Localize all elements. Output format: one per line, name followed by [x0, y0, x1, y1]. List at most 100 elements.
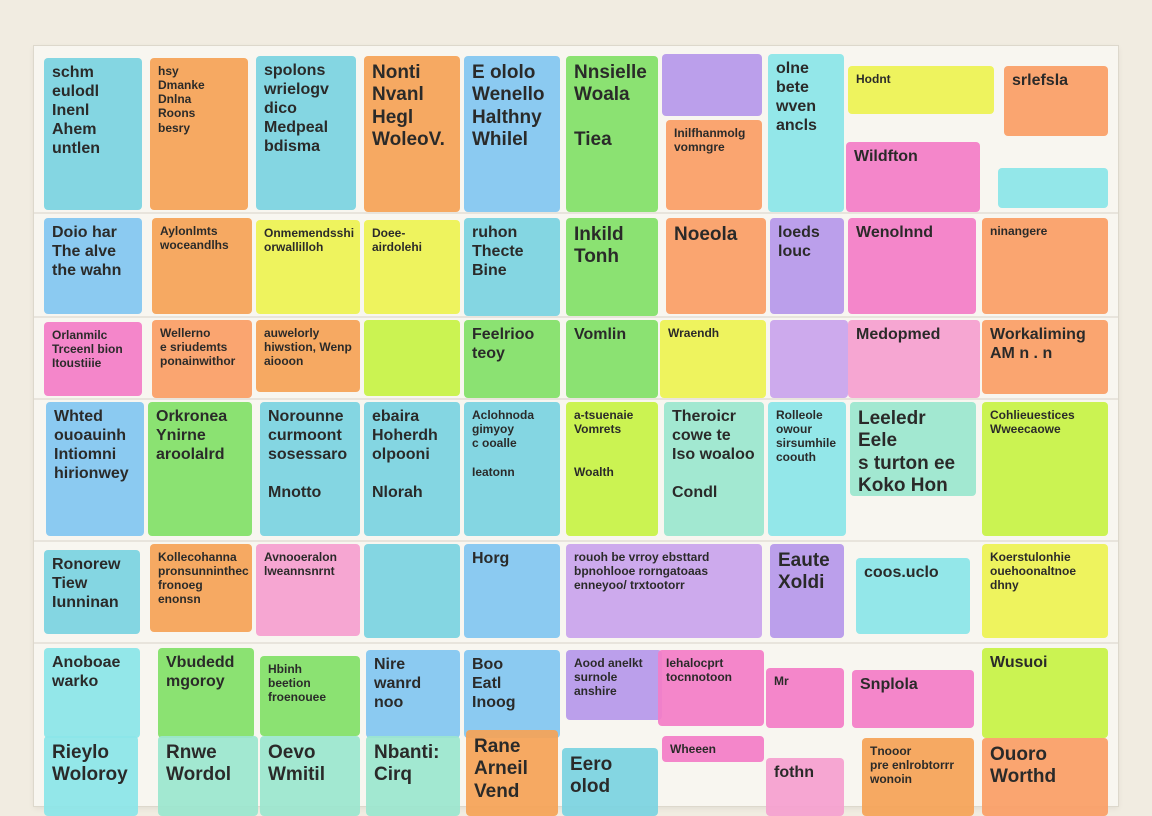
sticky-note-text: Medopmed	[856, 326, 941, 343]
sticky-note-text: Onmemendsshi orwallilloh	[264, 226, 355, 255]
sticky-note-text: Oevo Wmitil	[268, 742, 325, 786]
sticky-note-text: hsy Dmanke Dnlna Roons besry	[158, 64, 205, 135]
sticky-note: Hodnt	[848, 66, 994, 114]
sticky-note: Hbinh beetion froenouee	[260, 656, 360, 736]
sticky-note: Nnsielle Woala Tiea	[566, 56, 658, 212]
sticky-note: Inkild Tonh	[566, 218, 658, 316]
sticky-note: Nonti Nvanl Hegl WoleoV.	[364, 56, 460, 212]
sticky-note-text: Wellerno e sriudemts ponainwithor	[160, 326, 236, 369]
sticky-note-text: Inilfhanmolg vomngre	[674, 126, 746, 155]
sticky-note: Tnooor pre enlrobtorrr wonoin	[862, 738, 974, 816]
sticky-note-text: Nire wanrd noo	[374, 656, 422, 711]
sticky-note-text: Rolleole owour sirsumhile coouth	[776, 408, 837, 465]
sticky-note: Feelrioo teoy	[464, 320, 560, 398]
sticky-note-text: a-tsuenaie Vomrets Woalth	[574, 408, 634, 479]
sticky-note: Horg	[464, 544, 560, 638]
grid-divider	[34, 212, 1118, 214]
sticky-note: hsy Dmanke Dnlna Roons besry	[150, 58, 248, 210]
sticky-note-text: auwelorly hiwstion, Wenp aiooon	[264, 326, 352, 369]
sticky-note-text: Wheeen	[670, 742, 717, 756]
sticky-note-text: Aclohnoda gimyoy c ooalle Ieatonn	[472, 408, 534, 479]
sticky-note-text: Aylonlmts woceandlhs	[160, 224, 229, 253]
sticky-note-text: Mr	[774, 674, 789, 688]
sticky-note-text: ruhon Thecte Bine	[472, 224, 524, 279]
sticky-note: Wenolnnd	[848, 218, 976, 314]
sticky-note: Boo Eatl Inoog	[464, 650, 560, 738]
sticky-note: Snplola	[852, 670, 974, 728]
sticky-note: Leeledr Eele s turton ee Koko Hon	[850, 402, 976, 496]
sticky-note-text: schm eulodl Inenl Ahem untlen	[52, 64, 100, 157]
sticky-note-text: E ololo Wenello Halthny Whilel	[472, 62, 545, 151]
sticky-note-text: Vomlin	[574, 326, 627, 343]
sticky-note-text: Nnsielle Woala Tiea	[574, 62, 647, 151]
sticky-note: Wraendh	[660, 320, 766, 398]
sticky-note-text: srlefsla	[1012, 72, 1069, 89]
sticky-note-text: Nonti Nvanl Hegl WoleoV.	[372, 62, 445, 151]
sticky-note-text: Theroicr cowe te Iso woaloo Condl	[672, 408, 755, 501]
grid-divider	[34, 642, 1118, 644]
sticky-note-text: Kollecohanna pronsunninthec fronoeg enon…	[158, 550, 249, 607]
sticky-note: fothn	[766, 758, 844, 816]
sticky-note: Workaliming AM n . n	[982, 320, 1108, 394]
sticky-note-text: Inkild Tonh	[574, 224, 624, 268]
sticky-note-text: Workaliming AM n . n	[990, 326, 1086, 362]
sticky-note: Rane Arneil Vend	[466, 730, 558, 816]
sticky-note: Wildfton	[846, 142, 980, 212]
sticky-note: Norounne curmoont sosessaro Mnotto	[260, 402, 360, 536]
sticky-note: Medopmed	[848, 320, 980, 398]
sticky-note: Anoboae warko	[44, 648, 140, 738]
sticky-note: loeds louc	[770, 218, 844, 314]
sticky-note-text: fothn	[774, 764, 814, 781]
sticky-note-text: Horg	[472, 550, 510, 567]
sticky-note-text: Doee- airdolehi	[372, 226, 423, 255]
sticky-note-text: Cohlieuestices Wweecaowe	[990, 408, 1075, 437]
sticky-note: Ronorew Tiew Iunninan	[44, 550, 140, 634]
sticky-note-text: Wenolnnd	[856, 224, 934, 241]
sticky-note-text: Norounne curmoont sosessaro Mnotto	[268, 408, 348, 501]
sticky-note: E ololo Wenello Halthny Whilel	[464, 56, 560, 212]
sticky-note: Inilfhanmolg vomngre	[666, 120, 762, 210]
sticky-note-text: ebaira Hoherdh olpooni Nlorah	[372, 408, 438, 501]
sticky-note: schm eulodl Inenl Ahem untlen	[44, 58, 142, 210]
sticky-note: Eaute Xoldi	[770, 544, 844, 638]
sticky-note: auwelorly hiwstion, Wenp aiooon	[256, 320, 360, 392]
sticky-note: Nbanti: Cirq	[366, 736, 460, 816]
sticky-note-text: Wusuoi	[990, 654, 1048, 671]
sticky-note-text: Wildfton	[854, 148, 918, 165]
sticky-note: Rolleole owour sirsumhile coouth	[768, 402, 846, 536]
sticky-note-text: Nbanti: Cirq	[374, 742, 440, 786]
sticky-note-text: Boo Eatl Inoog	[472, 656, 516, 711]
sticky-note-text: Noeola	[674, 224, 738, 245]
sticky-note-text: rouoh be vrroy ebsttard bpnohlooe rornga…	[574, 550, 710, 593]
sticky-note: a-tsuenaie Vomrets Woalth	[566, 402, 658, 536]
sticky-note-text: Hbinh beetion froenouee	[268, 662, 327, 705]
sticky-note: Vbudedd mgoroy	[158, 648, 254, 738]
sticky-note: Wusuoi	[982, 648, 1108, 738]
sticky-note-text: Iehalocprt tocnnotoon	[666, 656, 732, 685]
sticky-note: Ouoro Worthd	[982, 738, 1108, 816]
sticky-note: spolons wrielogv dico Medpeal bdisma	[256, 56, 356, 210]
grid-divider	[34, 540, 1118, 542]
sticky-note-text: Feelrioo teoy	[472, 326, 535, 362]
sticky-note: Avnooeralon lweannsnrnt	[256, 544, 360, 636]
sticky-note: Oevo Wmitil	[260, 736, 360, 816]
sticky-note: Aclohnoda gimyoy c ooalle Ieatonn	[464, 402, 560, 536]
sticky-note-text: Vbudedd mgoroy	[166, 654, 235, 690]
sticky-note: ruhon Thecte Bine	[464, 218, 560, 316]
sticky-note-text: Tnooor pre enlrobtorrr wonoin	[870, 744, 955, 787]
sticky-note: Wheeen	[662, 736, 764, 762]
sticky-note-text: Ouoro Worthd	[990, 744, 1057, 788]
sticky-note-text: Wraendh	[668, 326, 720, 340]
sticky-note: olne bete wven ancls	[768, 54, 844, 212]
sticky-note-text: Koerstulonhie ouehoonaltnoe dhny	[990, 550, 1076, 593]
sticky-note	[364, 544, 460, 638]
sticky-note-text: Aood anelkt surnole anshire	[574, 656, 643, 699]
sticky-note-text: Rane Arneil Vend	[474, 736, 528, 802]
sticky-note-text: Orlanmilc Trceenl bion Itoustiiie	[52, 328, 123, 371]
sticky-note: ebaira Hoherdh olpooni Nlorah	[364, 402, 460, 536]
sticky-note: Aood anelkt surnole anshire	[566, 650, 662, 720]
sticky-note: Noeola	[666, 218, 766, 314]
sticky-note-text: olne bete wven ancls	[776, 60, 817, 134]
grid-divider	[34, 316, 1118, 318]
grid-divider	[34, 398, 1118, 400]
